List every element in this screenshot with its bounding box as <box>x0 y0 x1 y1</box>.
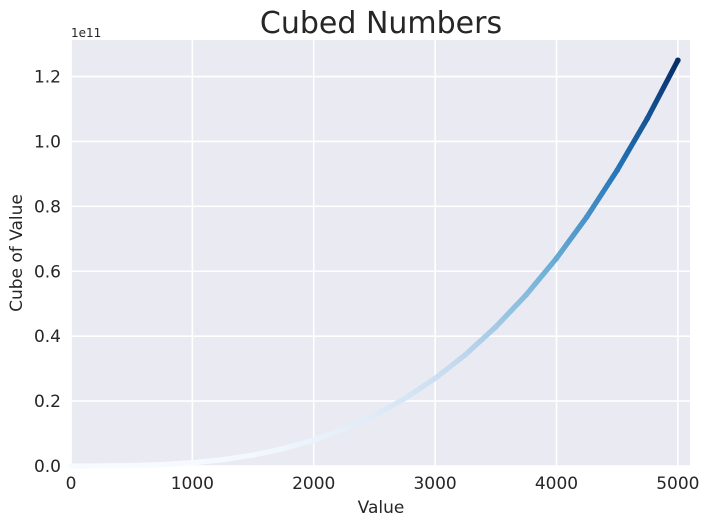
data-point <box>675 57 681 64</box>
data-point <box>98 463 105 469</box>
data-point <box>250 452 256 458</box>
y-tick-label: 0.0 <box>34 457 61 477</box>
x-tick-labels: 0 1000 2000 3000 4000 5000 <box>66 474 700 494</box>
data-point <box>584 214 590 220</box>
data-point <box>68 463 74 469</box>
data-point <box>401 395 408 402</box>
data-point <box>280 445 287 452</box>
x-tick-label: 1000 <box>171 474 214 494</box>
scatter-series <box>68 57 681 469</box>
y-tick-label: 0.4 <box>34 327 61 347</box>
data-point <box>219 456 226 463</box>
grid <box>70 40 690 467</box>
x-tick-label: 4000 <box>535 474 578 494</box>
plot-background <box>71 40 690 466</box>
y-tick-label: 1.0 <box>34 132 61 152</box>
x-tick-label: 3000 <box>413 474 456 494</box>
data-point <box>462 351 469 358</box>
y-offset-text: 1e11 <box>71 26 101 40</box>
data-point <box>432 375 438 382</box>
data-point <box>553 255 560 262</box>
chart-title: Cubed Numbers <box>260 6 502 41</box>
y-axis-label: Cube of Value <box>7 194 27 312</box>
x-axis-label: Value <box>358 498 405 518</box>
y-tick-label: 0.6 <box>34 262 61 282</box>
x-tick-label: 2000 <box>292 474 335 494</box>
data-point <box>523 292 529 298</box>
x-tick-label: 5000 <box>656 474 699 494</box>
data-point <box>493 324 499 330</box>
x-tick-label: 0 <box>66 474 77 494</box>
data-point <box>614 167 620 174</box>
data-point <box>644 115 651 121</box>
data-point <box>128 462 135 469</box>
y-tick-label: 1.2 <box>34 68 61 88</box>
y-tick-label: 0.2 <box>34 392 61 412</box>
data-point <box>341 426 347 432</box>
data-point <box>371 412 378 419</box>
data-point <box>159 461 165 468</box>
y-tick-label: 0.8 <box>34 197 61 217</box>
data-point <box>189 459 196 466</box>
data-point <box>310 437 317 443</box>
y-tick-labels: 0.0 0.2 0.4 0.6 0.8 1.0 1.2 <box>34 68 61 477</box>
